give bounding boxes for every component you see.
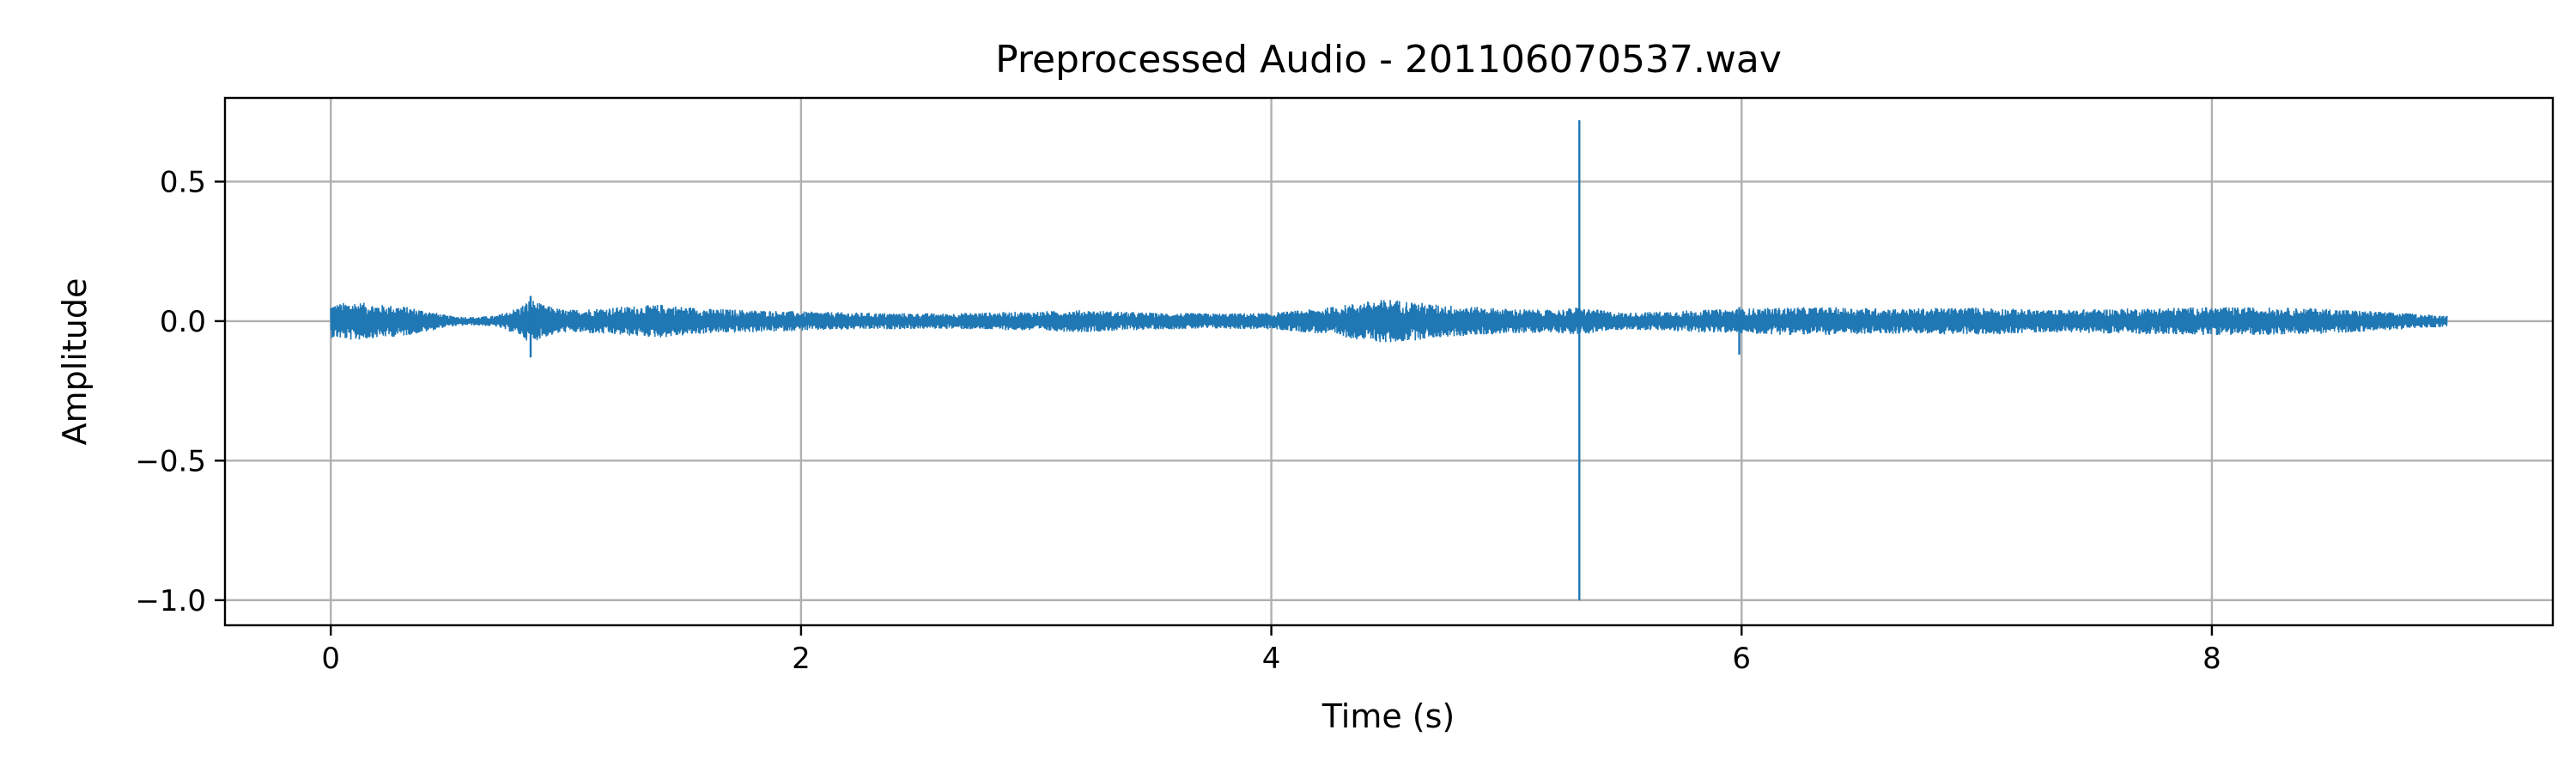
y-tick-label: −1.0: [135, 584, 206, 618]
plot-frame: [223, 96, 2555, 627]
grid-lines: [225, 98, 2553, 625]
x-axis-label: Time (s): [1321, 697, 1455, 735]
y-tick-label: −0.5: [135, 444, 206, 478]
x-tick-label: 6: [1732, 642, 1751, 676]
y-axis-label: Amplitude: [56, 278, 94, 446]
axis-ticks: 0 2 4 6 8 0.5 0.0 −0.5 −1.0: [135, 165, 2221, 676]
chart-title: Preprocessed Audio - 201106070537.wav: [995, 38, 1782, 82]
x-tick-label: 0: [321, 642, 340, 676]
x-tick-label: 8: [2202, 642, 2221, 676]
y-tick-label: 0.0: [160, 305, 206, 339]
x-tick-label: 4: [1262, 642, 1281, 676]
x-tick-label: 2: [792, 642, 811, 676]
waveform-series: [330, 119, 2448, 600]
waveform-line: [330, 300, 2448, 343]
y-tick-label: 0.5: [160, 165, 206, 199]
